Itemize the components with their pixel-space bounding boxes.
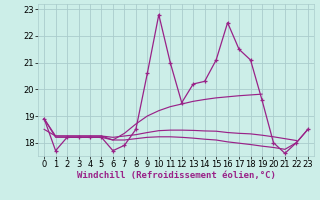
X-axis label: Windchill (Refroidissement éolien,°C): Windchill (Refroidissement éolien,°C): [76, 171, 276, 180]
